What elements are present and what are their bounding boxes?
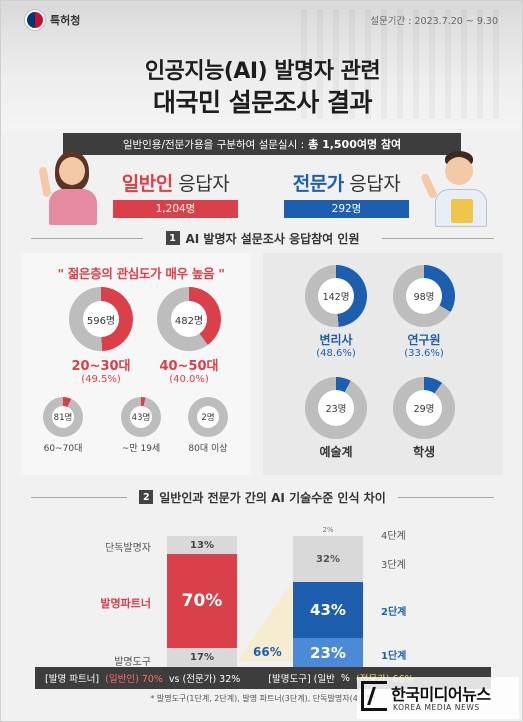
- section-1-header: 1 AI 발명자 설문조사 응답참여 인원: [1, 227, 522, 249]
- taegeuk-logo-icon: [25, 10, 45, 30]
- section-1-number: 1: [165, 231, 180, 245]
- step-label-3: 3단계: [381, 560, 406, 571]
- section-1-title: AI 발명자 설문조사 응답참여 인원: [185, 231, 360, 246]
- age-4-count: 2명: [197, 406, 219, 428]
- general-label-suffix: 응답자: [172, 173, 230, 195]
- expert-panel: [263, 253, 503, 475]
- title-line-2: 대국민 설문조사 결과: [153, 88, 372, 117]
- footer-left-general: (일반인) 70%: [105, 674, 163, 685]
- expert-0-count: 142명: [318, 278, 354, 314]
- footer-left-vs: vs (전문가) 32%: [168, 674, 241, 685]
- org-name: 특허청: [50, 14, 81, 27]
- expert-1-donut: 98명: [393, 265, 455, 327]
- survey-period: 설문기간 : 2023.7.20 ~ 9.30: [370, 16, 498, 27]
- watermark-subtitle: KOREA MEDIA NEWS: [393, 703, 480, 712]
- age-0-count: 596명: [83, 301, 119, 337]
- quote-text: " 젊은층의 관심도가 매우 높음 ": [57, 266, 225, 281]
- age-2-donut: 81명: [43, 397, 83, 437]
- step-label-4: 4단계: [381, 531, 406, 542]
- expert-0-donut: 142명: [305, 265, 367, 327]
- footer-right-mid: %: [340, 672, 350, 684]
- tool-callout-value: 66%: [253, 645, 282, 659]
- general-label: 일반인: [121, 173, 173, 195]
- general-seg-tool: 17%: [167, 648, 237, 667]
- age-3-count: 43명: [130, 406, 152, 428]
- org-logo: 특허청: [25, 10, 80, 30]
- section-2-number: 2: [139, 490, 154, 504]
- expert-count: 292명: [284, 200, 409, 218]
- age-0-label: 20~30대 (49.5%): [71, 359, 131, 385]
- age-panel: [21, 253, 251, 475]
- age-4-donut: 2명: [188, 397, 228, 437]
- expert-seg-level2: 43%: [293, 582, 363, 638]
- step-label-2: 2단계: [381, 607, 407, 618]
- hero-banner: [1, 1, 522, 129]
- man-illustration-icon: [419, 151, 495, 227]
- footer-right-prefix: [발명도구] (일반: [268, 674, 335, 685]
- tool-callout-shape: [237, 581, 293, 661]
- expert-respondents: 전문가 응답자 292명: [284, 169, 409, 218]
- expert-0-label: 변리사 (48.6%): [316, 333, 356, 359]
- expert-seg-level4: 2%: [322, 526, 334, 534]
- subtitle-bar: 일반인용/전문가용을 구분하여 설문실시 : 총 1,500여명 참여: [63, 133, 461, 155]
- row-label-solo: 단독발명자: [105, 543, 151, 554]
- age-2-count: 81명: [52, 406, 74, 428]
- age-1-donut: 482명: [157, 287, 221, 351]
- expert-seg-level3: 32%: [293, 536, 363, 582]
- general-seg-solo: 13%: [167, 536, 237, 554]
- expert-1-count: 98명: [406, 278, 442, 314]
- woman-illustration-icon: [38, 149, 107, 225]
- step-label-1: 1단계: [381, 651, 407, 662]
- age-3-label: ~만 19세: [121, 444, 161, 454]
- age-2-label: 60~70대: [43, 444, 83, 454]
- expert-3-donut: 29명: [393, 377, 455, 439]
- age-3-donut: 43명: [121, 397, 161, 437]
- general-count: 1,204명: [113, 200, 238, 218]
- expert-2-donut: 23명: [305, 377, 367, 439]
- age-0-donut: 596명: [69, 287, 133, 351]
- expert-seg-level1: 23%: [293, 638, 363, 667]
- watermark-k-logo-icon: [361, 681, 387, 711]
- expert-label: 전문가: [292, 173, 344, 195]
- footer-left-prefix: [발명 파트너]: [45, 674, 100, 685]
- expert-3-label: 학생: [412, 445, 436, 459]
- expert-2-count: 23명: [318, 390, 354, 426]
- expert-label-suffix: 응답자: [343, 173, 401, 195]
- title-line-1: 인공지능(AI) 발명자 관련: [144, 59, 381, 84]
- general-seg-partner: 70%: [167, 554, 237, 648]
- row-label-tool: 발명도구: [114, 657, 151, 668]
- expert-1-label: 연구원 (33.6%): [404, 333, 444, 359]
- general-respondents: 일반인 응답자 1,204명: [113, 169, 238, 218]
- section-2-header: 2 일반인과 전문가 간의 AI 기술수준 인식 차이: [1, 486, 522, 508]
- section-2-title: 일반인과 전문가 간의 AI 기술수준 인식 차이: [159, 490, 386, 505]
- subtitle-total: 총 1,500여명 참여: [308, 138, 402, 151]
- expert-2-label: 예술계: [319, 445, 353, 459]
- footnote: * 발명도구(1단계, 2단계), 발명 파트너(3단계), 단독발명자(4단계…: [150, 694, 376, 703]
- subtitle-prefix: 일반인용/전문가용을 구분하여 설문실시 :: [122, 138, 305, 151]
- expert-3-count: 29명: [406, 390, 442, 426]
- age-1-count: 482명: [171, 301, 207, 337]
- watermark-title: 한국미디어뉴스: [391, 685, 491, 704]
- age-1-label: 40~50대 (40.0%): [159, 359, 219, 385]
- age-4-label: 80대 이상: [188, 444, 228, 454]
- row-label-partner: 발명파트너: [100, 597, 151, 610]
